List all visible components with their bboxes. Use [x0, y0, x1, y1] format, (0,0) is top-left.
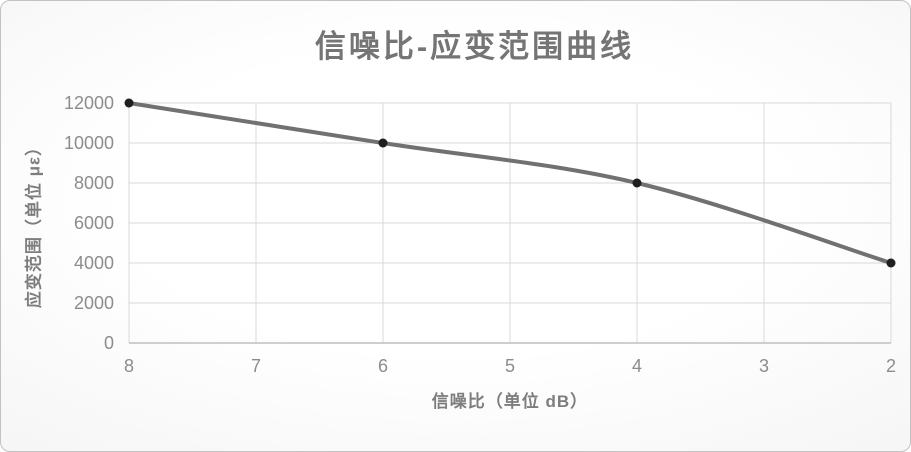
series-line	[127, 101, 893, 265]
x-axis-title: 信噪比（单位 dB）	[431, 392, 589, 411]
data-point-marker	[632, 178, 642, 188]
x-tick-label: 8	[124, 356, 134, 376]
y-tick-label: 12000	[64, 93, 114, 113]
data-point-marker	[886, 258, 896, 268]
y-tick-label: 2000	[74, 293, 114, 313]
y-tick-label: 6000	[74, 213, 114, 233]
x-tick-label: 7	[251, 356, 261, 376]
x-tick-label: 6	[378, 356, 388, 376]
x-tick-label: 4	[632, 356, 642, 376]
y-tick-label: 4000	[74, 253, 114, 273]
y-tick-label: 10000	[64, 133, 114, 153]
x-tick-label: 2	[886, 356, 896, 376]
chart-title: 信噪比-应变范围曲线	[314, 29, 635, 64]
y-tick-label: 0	[104, 333, 114, 353]
x-tick-label: 5	[505, 356, 515, 376]
x-tick-label: 3	[759, 356, 769, 376]
data-point-marker	[378, 138, 388, 148]
data-point-marker	[124, 98, 134, 108]
y-tick-label: 8000	[74, 173, 114, 193]
